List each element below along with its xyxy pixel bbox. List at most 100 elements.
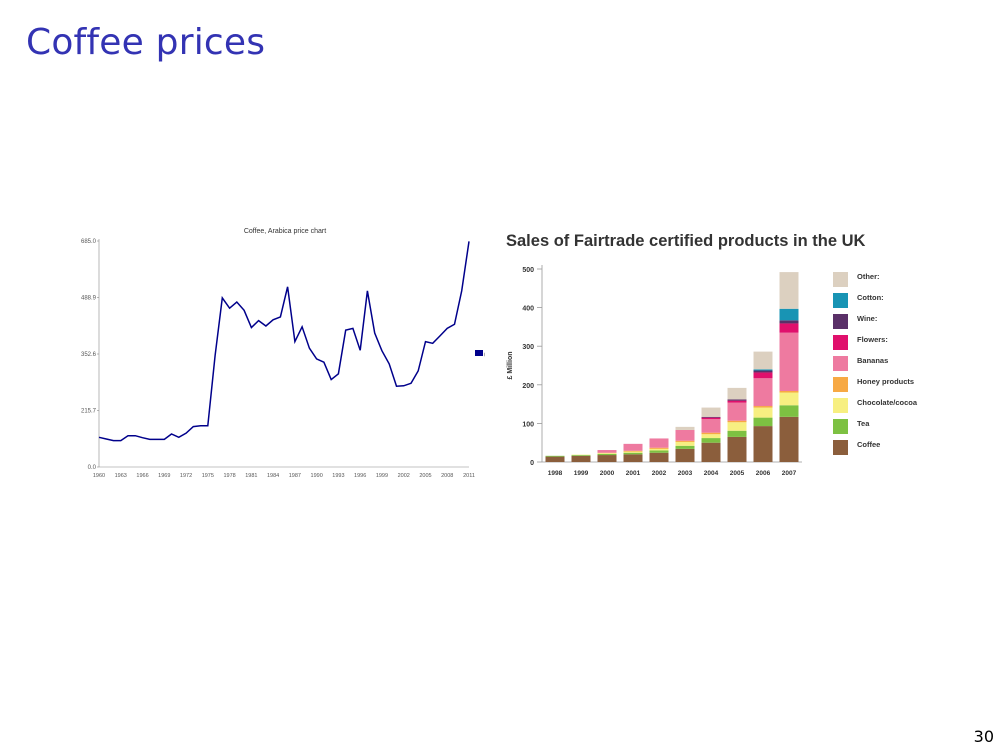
bar-segment-flowers: [727, 400, 747, 403]
bar-segment-honeyproducts: [649, 447, 669, 449]
x-tick-label: 2005: [730, 470, 745, 477]
bar-segment-tea: [623, 452, 643, 455]
y-tick-label: 100: [522, 421, 534, 428]
y-tick-label: 488.9: [81, 296, 97, 302]
bar-segment-bananas: [623, 443, 643, 451]
x-tick-label: 2002: [652, 470, 667, 477]
bar-segment-honeyproducts: [623, 450, 643, 452]
bar-segment-bananas: [597, 450, 617, 453]
bar-segment-wine: [779, 320, 799, 324]
chart-title: Coffee, Arabica price chart: [244, 228, 326, 235]
legend-label: (c/kg): [484, 352, 485, 358]
legend-label: Coffee: [857, 440, 880, 449]
page-number: 30: [973, 727, 994, 746]
bar-segment-honeyproducts: [701, 432, 721, 435]
bar-segment-honeyproducts: [753, 406, 773, 408]
y-tick-label: 0: [530, 460, 534, 467]
legend-label: Wine:: [857, 314, 877, 323]
bar-segment-coffee: [701, 442, 721, 462]
bar-segment-coffee: [753, 426, 773, 462]
x-tick-label: 1972: [180, 473, 192, 479]
y-tick-label: 215.7: [81, 409, 97, 415]
x-tick-label: 1987: [289, 473, 301, 479]
bar-segment-chocolatecocoa: [597, 453, 617, 454]
bar-segment-bananas: [649, 438, 669, 448]
bar-segment-other: [727, 387, 747, 400]
x-tick-label: 2004: [704, 470, 719, 477]
bar-segment-bananas: [727, 402, 747, 421]
x-tick-label: 2005: [419, 473, 431, 479]
bar-segment-chocolatecocoa: [623, 451, 643, 453]
y-tick-label: 400: [522, 306, 534, 313]
bar-segment-flowers: [753, 372, 773, 379]
x-tick-label: 2008: [441, 473, 453, 479]
bar-segment-tea: [675, 445, 695, 449]
bar-segment-bananas: [753, 378, 773, 407]
y-tick-label: 500: [522, 267, 534, 274]
x-tick-label: 1966: [136, 473, 148, 479]
legend-swatch: [833, 314, 848, 329]
y-tick-label: 685.0: [81, 239, 97, 245]
legend-label: Other:: [857, 272, 880, 281]
bar-segment-tea: [753, 417, 773, 427]
x-tick-label: 2003: [678, 470, 693, 477]
y-axis-label: £ Million: [507, 352, 514, 380]
bar-segment-bananas: [701, 419, 721, 433]
legend-swatch: [833, 335, 848, 350]
bar-segment-tea: [571, 455, 591, 456]
bar-segment-chocolatecocoa: [727, 422, 747, 431]
slide-title: Coffee prices: [26, 22, 266, 63]
bar-segment-other: [779, 272, 799, 309]
y-tick-label: 200: [522, 383, 534, 390]
bar-segment-tea: [649, 450, 669, 453]
x-tick-label: 2002: [398, 473, 410, 479]
bar-segment-cotton: [779, 308, 799, 321]
bar-segment-honeyproducts: [727, 420, 747, 423]
bar-segment-tea: [545, 455, 565, 457]
x-tick-label: 1978: [223, 473, 235, 479]
y-tick-label: 300: [522, 344, 534, 351]
bar-segment-chocolatecocoa: [649, 448, 669, 451]
x-tick-label: 2011: [463, 473, 475, 479]
bar-segment-coffee: [545, 456, 565, 462]
x-tick-label: 2001: [626, 470, 641, 477]
legend-swatch: [833, 398, 848, 413]
legend-label: Chocolate/cocoa: [857, 398, 918, 407]
x-tick-label: 1999: [376, 473, 388, 479]
x-tick-label: 1984: [267, 473, 279, 479]
bar-segment-chocolatecocoa: [675, 441, 695, 446]
x-tick-label: 1999: [574, 470, 589, 477]
fairtrade-sales-stacked-bar-chart: Sales of Fairtrade certified products in…: [506, 232, 918, 477]
x-tick-label: 2006: [756, 470, 771, 477]
legend-swatch: [833, 440, 848, 455]
bar-segment-coffee: [779, 416, 799, 462]
x-tick-label: 1998: [548, 470, 563, 477]
bar-segment-chocolatecocoa: [753, 407, 773, 418]
bar-segment-cotton: [753, 369, 773, 371]
x-tick-label: 2007: [782, 470, 797, 477]
bar-segment-tea: [779, 405, 799, 417]
legend-label: Tea: [857, 419, 870, 428]
legend-swatch: [833, 272, 848, 287]
legend-label: Bananas: [857, 356, 888, 365]
bar-segment-chocolatecocoa: [701, 434, 721, 439]
legend-swatch: [833, 356, 848, 371]
x-tick-label: 1969: [158, 473, 170, 479]
chart-title: Sales of Fairtrade certified products in…: [506, 232, 865, 250]
arabica-price-line-chart: Coffee, Arabica price chart 0.0 215.7 352.6…: [81, 228, 485, 479]
bar-segment-wine: [701, 416, 721, 418]
bar-segment-wine: [727, 399, 747, 401]
bar-segment-tea: [701, 438, 721, 443]
bar-segment-other: [701, 407, 721, 417]
bar-segment-bananas: [779, 332, 799, 391]
bar-segment-other: [675, 426, 695, 430]
bar-segment-honeyproducts: [779, 390, 799, 393]
bar-segment-tea: [597, 453, 617, 456]
bar-segment-coffee: [675, 448, 695, 462]
bar-segment-honeyproducts: [675, 440, 695, 442]
legend-swatch: [475, 350, 483, 356]
bar-segment-other: [753, 351, 773, 370]
bar-segment-bananas: [675, 429, 695, 441]
bar-segment-chocolatecocoa: [779, 392, 799, 406]
x-tick-label: 1963: [115, 473, 127, 479]
